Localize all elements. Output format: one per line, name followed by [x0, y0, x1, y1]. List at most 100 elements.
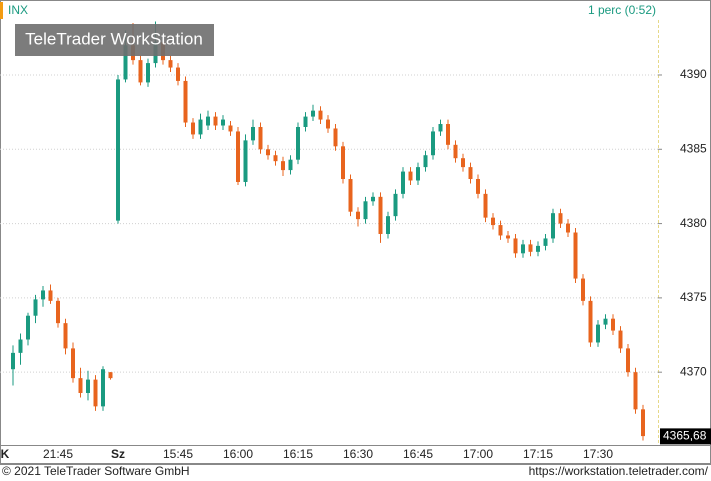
candle-body	[491, 217, 495, 226]
candle-body	[183, 80, 188, 123]
x-tick-label: 15:45	[163, 447, 193, 461]
x-tick-label: Sz	[111, 447, 125, 461]
candle-body	[341, 146, 345, 180]
candle-body	[626, 348, 630, 373]
plot-layer: 4370 4375 4380 4385 4390 K 21:45 Sz 15:45 16:00 16…	[0, 21, 711, 461]
candle-body	[476, 179, 480, 194]
candle-body	[213, 116, 218, 126]
candle-body	[318, 110, 323, 120]
x-tick-label: 17:00	[463, 447, 493, 461]
candle-body	[311, 110, 315, 117]
candle-body	[348, 179, 353, 212]
candle-body	[93, 379, 98, 407]
candle-body	[236, 131, 240, 182]
candle-body	[438, 124, 443, 132]
candle-body	[258, 126, 263, 150]
candle-body	[566, 223, 570, 233]
candle-body	[176, 67, 180, 81]
candle-body	[198, 119, 203, 135]
candle-body	[273, 155, 278, 162]
candle-body	[386, 216, 390, 234]
candle-body	[221, 119, 225, 126]
candle-body	[296, 126, 300, 160]
candle-body	[78, 378, 83, 393]
candle-body	[573, 232, 578, 279]
candle-body	[116, 79, 120, 221]
candle-body	[378, 196, 383, 234]
candle-body	[101, 369, 105, 407]
candle-body	[206, 116, 210, 126]
candle-body	[303, 116, 308, 127]
candle-body	[71, 348, 75, 379]
x-tick-label: 16:15	[283, 447, 313, 461]
candle-body	[63, 323, 68, 349]
candle-body	[528, 244, 533, 252]
candle-body	[11, 352, 15, 370]
chart-title: INX	[8, 3, 28, 17]
candle-body	[558, 213, 563, 224]
candle-body	[641, 409, 645, 437]
x-tick-label: 21:45	[43, 447, 73, 461]
candle-body	[251, 126, 255, 141]
candle-body	[423, 155, 428, 168]
candle-body	[146, 63, 150, 83]
last-price-label: 4365,68	[663, 429, 707, 443]
watermark-box	[15, 24, 214, 56]
candle-body	[416, 167, 420, 181]
candle-body	[56, 300, 60, 324]
candle-body	[446, 124, 450, 145]
candle-body	[513, 238, 518, 254]
candle-body	[356, 211, 360, 220]
candle-body	[596, 324, 600, 343]
candle-body	[243, 140, 248, 182]
candle-body	[168, 60, 173, 68]
candle-body	[191, 122, 195, 135]
candle-body	[138, 60, 143, 83]
y-tick-label: 4380	[680, 216, 707, 230]
candle-body	[498, 225, 503, 236]
candle-body	[581, 278, 585, 301]
x-tick-label: K	[1, 447, 10, 461]
candle-body	[483, 193, 488, 218]
candle-body	[333, 128, 338, 147]
candle-body	[363, 201, 368, 220]
y-tick-label: 4375	[680, 290, 707, 304]
candle-body	[401, 171, 405, 194]
candle-body	[18, 339, 23, 353]
x-tick-label: 16:45	[403, 447, 433, 461]
last-price-box	[660, 428, 711, 445]
candle-body	[618, 330, 623, 349]
candle-body	[393, 193, 398, 217]
candle-body	[461, 158, 465, 168]
candle-body	[408, 171, 413, 181]
candle-body	[26, 315, 30, 340]
watermark: TeleTrader WorkStation	[25, 29, 203, 48]
x-tick-label: 17:30	[583, 447, 613, 461]
candle-body	[468, 167, 473, 180]
candle-body	[536, 245, 540, 252]
candle-body	[543, 238, 548, 246]
footer-url: https://workstation.teletrader.com/	[529, 464, 709, 478]
candle-body	[431, 131, 435, 156]
candle-body	[86, 379, 90, 393]
candle-body	[266, 149, 270, 156]
candle-body	[453, 144, 458, 159]
symbol-marker	[0, 2, 3, 19]
candle-body	[281, 161, 285, 171]
x-tick-label: 17:15	[523, 447, 553, 461]
y-tick-label: 4390	[680, 67, 707, 81]
x-tick-label: 16:00	[223, 447, 253, 461]
candle-body	[633, 372, 638, 410]
candle-body	[551, 213, 555, 239]
candle-body	[108, 372, 113, 379]
candle-body	[123, 45, 128, 80]
candle-body	[521, 244, 525, 254]
candle-body	[371, 196, 375, 202]
candle-body	[603, 318, 608, 325]
candle-body	[33, 299, 38, 316]
y-tick-label: 4385	[680, 141, 707, 155]
candle-body	[326, 119, 330, 129]
candle-body	[228, 125, 233, 132]
